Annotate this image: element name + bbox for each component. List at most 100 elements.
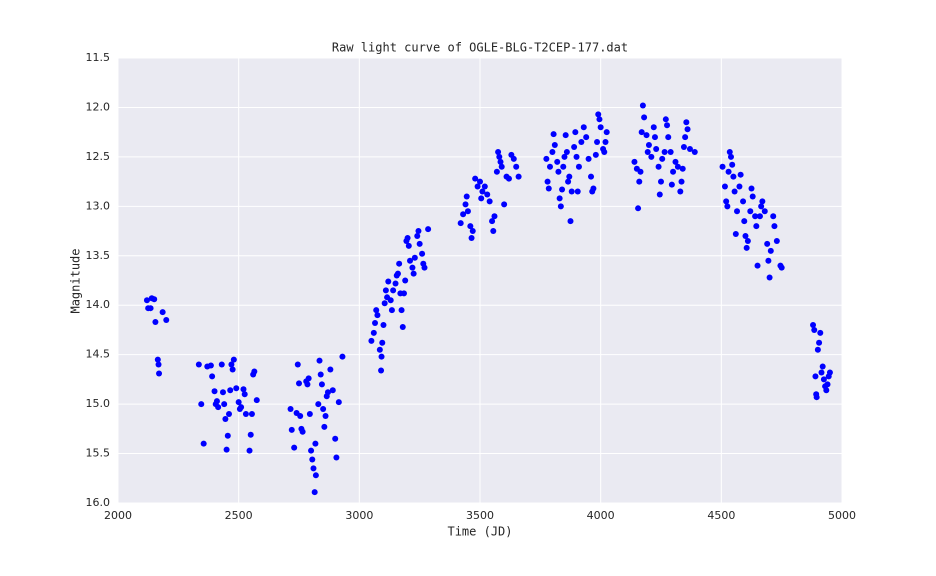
y-tick-label: 15.5 [86, 447, 111, 460]
data-point [297, 412, 304, 419]
data-point [731, 188, 738, 195]
data-point [414, 233, 421, 239]
data-point [464, 208, 471, 215]
y-tick-label: 11.5 [86, 51, 111, 64]
x-tick-label: 3500 [466, 509, 494, 522]
data-point [381, 300, 388, 307]
data-point [764, 240, 771, 247]
data-point [596, 116, 603, 123]
data-point [726, 148, 733, 155]
data-point [147, 305, 154, 312]
data-point [567, 218, 574, 225]
data-point [288, 426, 295, 433]
data-point [484, 191, 491, 198]
y-tick-label: 13.5 [86, 249, 111, 262]
x-tick-label: 2000 [104, 509, 132, 522]
data-point [812, 373, 819, 380]
data-point [333, 454, 340, 461]
data-point [498, 163, 505, 170]
data-point [501, 201, 508, 208]
data-point [556, 195, 563, 202]
data-point [332, 435, 339, 442]
data-point [725, 168, 732, 175]
data-point [659, 155, 666, 162]
data-point [554, 158, 561, 165]
data-point [743, 244, 750, 251]
y-tick-label: 14.5 [86, 348, 111, 361]
y-axis-label: Magnitude [69, 248, 83, 313]
data-point [195, 361, 202, 368]
data-point [247, 431, 254, 438]
data-point [388, 307, 395, 314]
data-point [287, 406, 294, 413]
data-point [306, 411, 313, 417]
data-point [215, 404, 222, 411]
data-point [635, 205, 642, 212]
data-point [638, 129, 645, 136]
data-point [469, 228, 476, 235]
data-point [294, 361, 301, 368]
data-point [477, 178, 483, 185]
data-point [670, 168, 677, 175]
data-point [305, 375, 312, 382]
data-point [370, 329, 377, 336]
data-point [462, 201, 469, 208]
data-point [472, 175, 479, 182]
data-point [778, 264, 785, 271]
data-point [684, 126, 691, 133]
data-point [425, 226, 432, 233]
data-point [683, 119, 690, 126]
data-point [309, 456, 316, 463]
data-point [219, 389, 226, 396]
data-point [399, 323, 406, 330]
data-point [200, 440, 207, 447]
data-point [566, 173, 573, 180]
data-point [329, 387, 336, 394]
data-point [562, 132, 569, 139]
data-point [767, 247, 774, 254]
data-point [571, 144, 578, 150]
data-point [299, 428, 306, 435]
data-point [631, 158, 638, 165]
data-point [405, 242, 412, 249]
data-point [818, 369, 825, 376]
data-point [218, 361, 225, 368]
data-point [770, 213, 777, 220]
data-point [291, 444, 298, 451]
y-tick-label: 15.0 [86, 397, 111, 410]
data-point [650, 124, 657, 131]
data-point [457, 220, 464, 227]
data-point [559, 186, 566, 193]
data-point [546, 163, 553, 170]
data-point [816, 339, 823, 346]
data-point [744, 237, 751, 244]
data-point [749, 193, 756, 200]
data-point [691, 148, 698, 155]
data-point [724, 203, 731, 210]
data-point [661, 148, 668, 155]
data-point [327, 366, 334, 373]
data-point [400, 290, 407, 297]
data-point [664, 122, 671, 129]
data-point [662, 116, 669, 123]
data-point [672, 158, 679, 165]
data-point [811, 326, 818, 333]
data-point [402, 277, 409, 284]
x-tick-label: 3000 [345, 509, 373, 522]
data-point [238, 404, 245, 411]
data-point [479, 188, 486, 195]
data-point [223, 446, 230, 453]
data-point [814, 346, 821, 353]
data-point [392, 280, 399, 287]
data-point [771, 223, 778, 230]
x-axis-label: Time (JD) [447, 525, 512, 539]
chart-title: Raw light curve of OGLE-BLG-T2CEP-177.da… [332, 41, 628, 55]
data-point [468, 234, 475, 241]
data-point [585, 155, 592, 162]
data-point [575, 163, 582, 170]
data-point [817, 329, 824, 336]
data-point [597, 124, 604, 131]
data-point [394, 270, 401, 277]
data-point [583, 134, 590, 141]
